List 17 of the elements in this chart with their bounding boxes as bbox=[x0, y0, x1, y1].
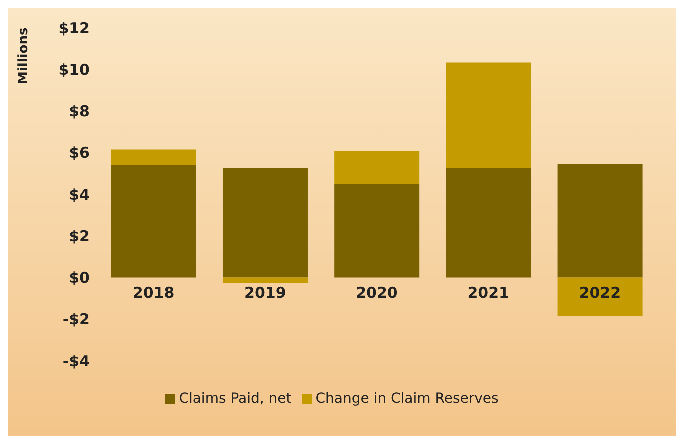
y-tick-label: $8 bbox=[69, 102, 90, 121]
x-tick-label: 2020 bbox=[356, 284, 398, 302]
y-tick-label: $4 bbox=[69, 186, 90, 204]
x-tick-label: 2021 bbox=[468, 284, 510, 302]
y-tick-label: -$4 bbox=[62, 352, 90, 370]
x-tick-label: 2018 bbox=[132, 284, 175, 302]
y-tick-label: $10 bbox=[58, 60, 90, 79]
y-tick-label: -$2 bbox=[62, 310, 90, 329]
x-tick-label: 2019 bbox=[244, 284, 286, 302]
y-tick-label: $6 bbox=[69, 144, 90, 162]
legend-label: Claims Paid, net bbox=[179, 391, 292, 407]
y-tick-label: $0 bbox=[69, 269, 90, 288]
y-tick-label: $2 bbox=[69, 227, 90, 246]
legend-label: Change in Claim Reserves bbox=[316, 391, 499, 407]
x-tick-label: 2022 bbox=[579, 284, 622, 302]
y-tick-label: $12 bbox=[58, 19, 90, 38]
y-axis-title: Millions bbox=[16, 28, 32, 84]
